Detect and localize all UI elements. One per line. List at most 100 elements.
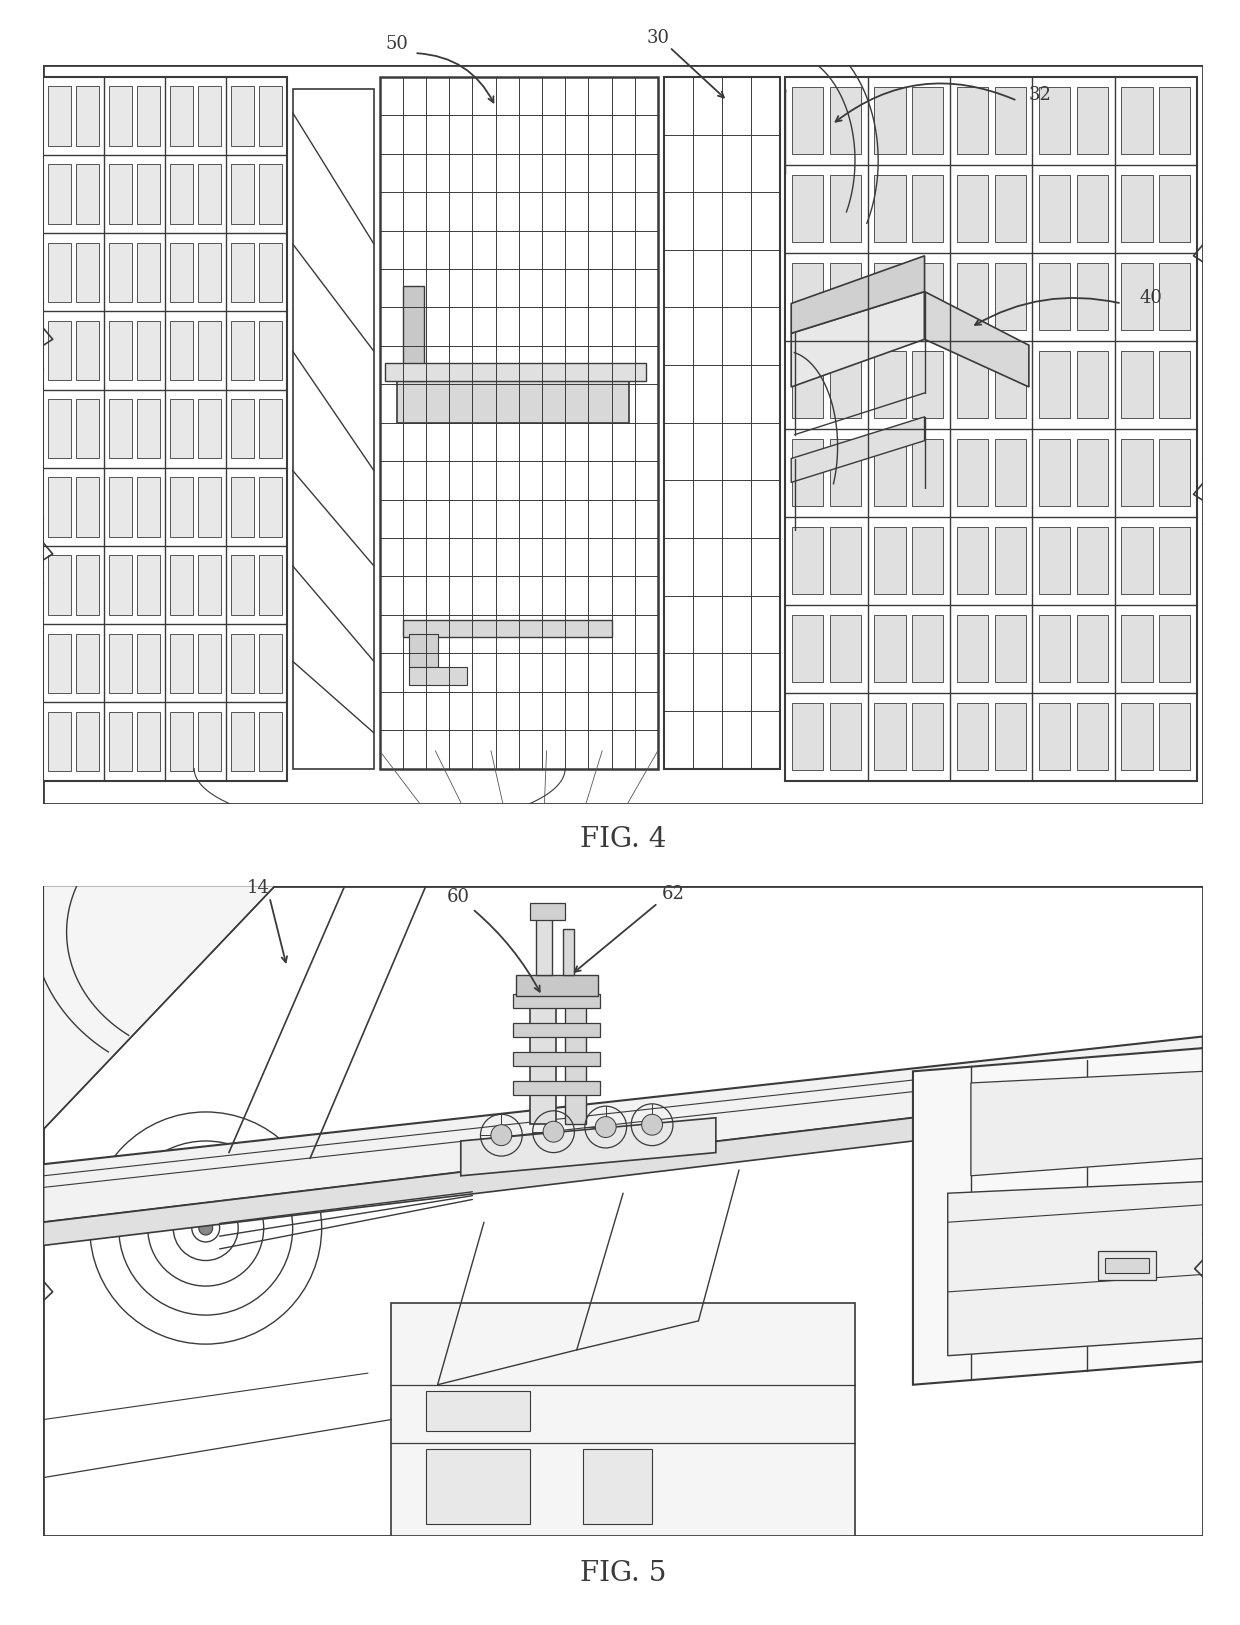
Bar [792, 88, 823, 154]
Circle shape [595, 1116, 616, 1137]
Text: 32: 32 [1029, 86, 1052, 104]
Bar [830, 616, 861, 682]
Bar [1076, 616, 1109, 682]
Polygon shape [947, 1181, 1203, 1355]
Bar [1039, 526, 1070, 595]
Polygon shape [913, 1048, 1203, 1384]
Bar [170, 556, 193, 614]
Bar [138, 164, 160, 224]
Bar [231, 320, 254, 380]
Bar [1121, 704, 1152, 770]
Polygon shape [397, 380, 629, 422]
Bar [77, 478, 99, 536]
Bar [170, 478, 193, 536]
Bar [956, 704, 988, 770]
Bar [1121, 439, 1152, 505]
Bar [792, 439, 823, 505]
Bar [138, 86, 160, 146]
Bar [198, 400, 221, 458]
Bar [259, 400, 281, 458]
Bar [1076, 704, 1109, 770]
Bar [956, 439, 988, 505]
Bar [956, 526, 988, 595]
Polygon shape [791, 291, 925, 387]
Bar [231, 478, 254, 536]
Bar [198, 242, 221, 302]
Bar [874, 439, 905, 505]
Bar [1076, 439, 1109, 505]
Bar [170, 242, 193, 302]
Bar [874, 351, 905, 418]
Bar [379, 76, 658, 769]
Bar [913, 176, 944, 242]
Bar [1121, 88, 1152, 154]
Bar [785, 76, 1197, 780]
Bar [913, 526, 944, 595]
Bar [109, 556, 133, 614]
Bar [874, 263, 905, 330]
Bar [170, 400, 193, 458]
Bar [531, 985, 556, 1123]
Bar [874, 176, 905, 242]
Bar [516, 975, 598, 996]
Bar [138, 320, 160, 380]
Bar [1039, 616, 1070, 682]
Bar [956, 176, 988, 242]
Text: FIG. 4: FIG. 4 [580, 826, 666, 853]
Bar [231, 712, 254, 772]
Bar [198, 634, 221, 692]
Bar [913, 263, 944, 330]
Bar [913, 704, 944, 770]
Bar [109, 712, 133, 772]
Bar [259, 634, 281, 692]
Bar [792, 351, 823, 418]
Bar [77, 164, 99, 224]
Bar [48, 320, 72, 380]
Bar [170, 712, 193, 772]
Bar [792, 616, 823, 682]
Bar [663, 76, 780, 769]
Bar [563, 928, 574, 975]
Bar [48, 556, 72, 614]
Text: 14: 14 [247, 879, 269, 897]
Bar [109, 320, 133, 380]
Bar [792, 176, 823, 242]
Bar [259, 86, 281, 146]
Bar [792, 263, 823, 330]
Bar [913, 439, 944, 505]
Bar [109, 634, 133, 692]
Bar [513, 1022, 600, 1037]
Bar [43, 76, 286, 780]
Bar [1105, 1258, 1149, 1274]
Bar [198, 556, 221, 614]
Bar [1121, 616, 1152, 682]
Text: 30: 30 [646, 29, 670, 47]
Polygon shape [925, 291, 1029, 387]
Bar [1121, 526, 1152, 595]
Bar [956, 88, 988, 154]
Bar [198, 478, 221, 536]
Bar [170, 320, 193, 380]
Polygon shape [43, 886, 275, 1129]
Polygon shape [461, 1118, 715, 1176]
Bar [1121, 176, 1152, 242]
Bar [536, 916, 552, 975]
Bar [1159, 526, 1190, 595]
Bar [198, 320, 221, 380]
Bar [109, 164, 133, 224]
Bar [77, 86, 99, 146]
Bar [231, 400, 254, 458]
Polygon shape [392, 1303, 856, 1536]
Bar [913, 88, 944, 154]
Bar [1159, 176, 1190, 242]
Polygon shape [43, 1082, 1203, 1245]
Bar [956, 263, 988, 330]
Bar [874, 526, 905, 595]
Bar [231, 242, 254, 302]
Bar [170, 634, 193, 692]
Bar [874, 88, 905, 154]
Bar [109, 242, 133, 302]
Circle shape [543, 1121, 564, 1142]
Bar [198, 164, 221, 224]
Circle shape [491, 1124, 512, 1146]
